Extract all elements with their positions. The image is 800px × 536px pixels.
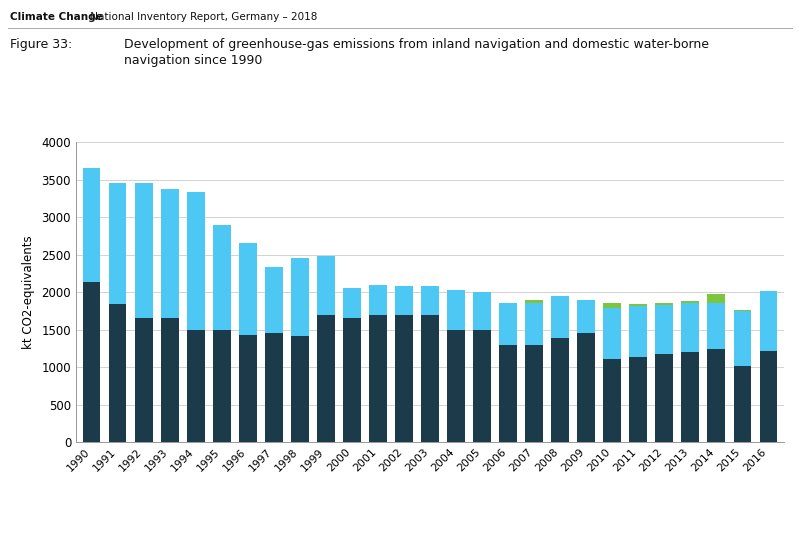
Bar — [343, 288, 361, 318]
Bar — [474, 292, 491, 330]
Text: Development of greenhouse-gas emissions from inland navigation and domestic wate: Development of greenhouse-gas emissions … — [124, 38, 709, 50]
Bar — [213, 330, 230, 442]
Bar — [447, 290, 465, 330]
Bar — [421, 315, 439, 442]
Bar — [82, 168, 101, 282]
Bar — [682, 303, 699, 352]
Bar — [265, 267, 282, 333]
Bar — [630, 358, 647, 442]
Bar — [474, 330, 491, 442]
Bar — [551, 296, 569, 338]
Text: navigation since 1990: navigation since 1990 — [124, 54, 262, 66]
Bar — [603, 303, 621, 308]
Bar — [682, 352, 699, 442]
Bar — [265, 333, 282, 442]
Bar — [499, 345, 517, 442]
Bar — [291, 336, 309, 442]
Bar — [161, 189, 178, 318]
Bar — [526, 303, 543, 345]
Bar — [395, 286, 413, 315]
Bar — [655, 305, 673, 354]
Bar — [707, 294, 725, 303]
Bar — [317, 315, 334, 442]
Bar — [343, 318, 361, 442]
Bar — [707, 303, 725, 349]
Bar — [499, 303, 517, 345]
Bar — [109, 304, 126, 442]
Bar — [239, 335, 257, 442]
Bar — [239, 243, 257, 335]
Bar — [655, 303, 673, 305]
Bar — [135, 183, 153, 318]
Bar — [82, 282, 101, 442]
Bar — [759, 351, 778, 442]
Bar — [187, 191, 205, 330]
Bar — [369, 315, 386, 442]
Text: Figure 33:: Figure 33: — [10, 38, 73, 50]
Bar — [603, 308, 621, 359]
Bar — [630, 307, 647, 358]
Bar — [551, 338, 569, 442]
Bar — [369, 285, 386, 315]
Bar — [317, 256, 334, 315]
Bar — [578, 333, 595, 442]
Bar — [291, 258, 309, 336]
Bar — [526, 300, 543, 303]
Bar — [734, 310, 751, 367]
Bar — [682, 301, 699, 303]
Text: National Inventory Report, Germany – 2018: National Inventory Report, Germany – 201… — [87, 12, 318, 23]
Bar — [526, 345, 543, 442]
Bar — [603, 359, 621, 442]
Bar — [135, 318, 153, 442]
Bar — [447, 330, 465, 442]
Bar — [395, 315, 413, 442]
Bar — [759, 292, 778, 351]
Bar — [421, 286, 439, 315]
Y-axis label: kt CO2-equivalents: kt CO2-equivalents — [22, 235, 34, 349]
Text: Climate Change: Climate Change — [10, 12, 103, 23]
Bar — [213, 225, 230, 330]
Bar — [734, 367, 751, 442]
Bar — [707, 349, 725, 442]
Bar — [630, 304, 647, 307]
Bar — [578, 300, 595, 333]
Bar — [161, 318, 178, 442]
Bar — [655, 354, 673, 442]
Bar — [187, 330, 205, 442]
Bar — [109, 183, 126, 304]
